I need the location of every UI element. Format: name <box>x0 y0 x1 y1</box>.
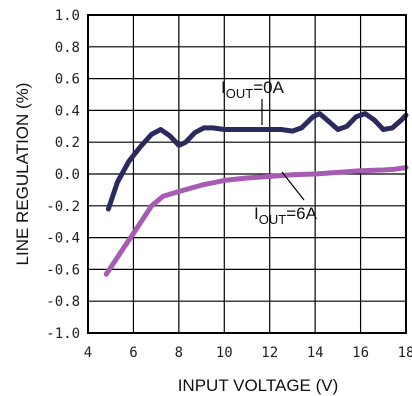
x-tick-label: 12 <box>261 345 278 361</box>
x-tick-label: 10 <box>216 345 233 361</box>
x-tick-label: 6 <box>129 345 137 361</box>
series-group <box>103 111 409 277</box>
y-tick-label: -0.2 <box>46 199 80 215</box>
y-tick-label: -0.8 <box>46 294 80 310</box>
y-tick-label: 0.8 <box>55 40 80 56</box>
series-line-iout-6a <box>103 165 409 277</box>
annotation-label-6a-main: I <box>254 204 259 223</box>
annotation-label-0a-main: I <box>221 78 226 97</box>
x-tick-label: 14 <box>307 345 324 361</box>
x-tick-label: 18 <box>398 345 412 361</box>
y-tick-label: 0.0 <box>55 167 80 183</box>
y-tick-label: -0.6 <box>46 262 80 278</box>
y-tick-label: 0.2 <box>55 135 80 151</box>
plot-frame <box>87 14 407 334</box>
annotation-label-6a: IOUT=6A <box>254 204 318 227</box>
x-tick-label: 4 <box>84 345 92 361</box>
annotation-label-0a-rest: =0A <box>253 78 284 97</box>
y-tick-label: 0.6 <box>55 72 80 88</box>
y-tick-labels: 1.0 0.8 0.6 0.4 0.2 0.0 -0.2 -0.4 -0.6 -0.8 -1.0 <box>46 8 80 342</box>
y-tick-label: 0.4 <box>55 103 80 119</box>
y-tick-label: -0.4 <box>46 231 80 247</box>
x-tick-label: 16 <box>352 345 369 361</box>
y-tick-label: 1.0 <box>55 8 80 24</box>
x-tick-labels: 4 6 8 10 12 14 16 18 <box>84 345 412 361</box>
annotation-label-0a-sub: OUT <box>226 86 254 101</box>
x-axis-title: INPUT VOLTAGE (V) <box>178 376 339 395</box>
annotation-leader-6a <box>281 171 305 201</box>
series-line-iout-0a <box>105 111 409 212</box>
x-tick-label: 8 <box>175 345 183 361</box>
annotation-label-0a: IOUT=0A <box>221 78 285 101</box>
grid <box>88 15 406 333</box>
y-axis-title: LINE REGULATION (%) <box>13 83 32 266</box>
annotation-label-6a-sub: OUT <box>259 212 287 227</box>
annotation-label-6a-rest: =6A <box>286 204 317 223</box>
y-tick-label: -1.0 <box>46 326 80 342</box>
